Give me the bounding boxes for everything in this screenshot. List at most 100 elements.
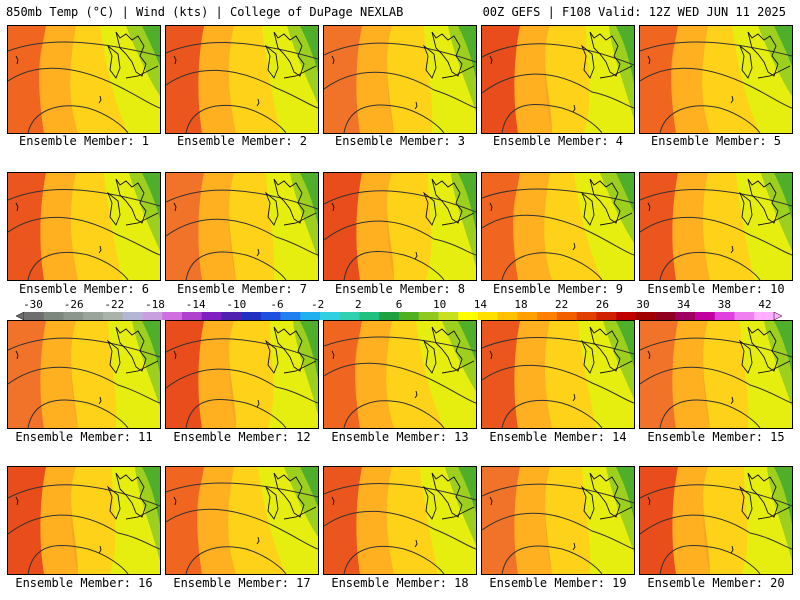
colorbar-swatch (260, 312, 281, 320)
colorbar-tick-label: 30 (636, 298, 650, 311)
temperature-map (324, 173, 476, 280)
ensemble-panel (323, 172, 477, 281)
colorbar-swatch (517, 312, 538, 320)
colorbar-swatch (537, 312, 558, 320)
temperature-map (482, 467, 634, 574)
colorbar-swatch (556, 312, 577, 320)
colorbar-tick-label: 38 (717, 298, 731, 311)
ensemble-member-label: Ensemble Member: 8 (334, 282, 466, 296)
colorbar-tick-label: -2 (311, 298, 325, 311)
colorbar-swatch (181, 312, 202, 320)
ensemble-panel (323, 25, 477, 134)
colorbar-tick-label: -18 (145, 298, 165, 311)
colorbar-swatch (714, 312, 735, 320)
temperature-map (640, 467, 792, 574)
ensemble-panel (323, 320, 477, 429)
colorbar-swatch (576, 312, 597, 320)
temperature-map (166, 321, 318, 428)
ensemble-panel (639, 466, 793, 575)
colorbar-swatch (300, 312, 321, 320)
ensemble-panel (7, 320, 161, 429)
ensemble-panel (165, 320, 319, 429)
colorbar-tick-label: 10 (433, 298, 447, 311)
ensemble-member-label: Ensemble Member: 11 (15, 430, 153, 444)
colorbar-swatch (320, 312, 341, 320)
colorbar-tick-label: -26 (63, 298, 84, 311)
ensemble-member-label: Ensemble Member: 18 (331, 576, 469, 590)
ensemble-member-label: Ensemble Member: 17 (173, 576, 311, 590)
ensemble-panel (165, 466, 319, 575)
ensemble-panel (481, 466, 635, 575)
colorbar-swatch (280, 312, 301, 320)
temperature-map (324, 321, 476, 428)
ensemble-member-label: Ensemble Member: 2 (176, 134, 308, 148)
colorbar-swatch (477, 312, 498, 320)
ensemble-member-label: Ensemble Member: 6 (18, 282, 150, 296)
temperature-map (8, 173, 160, 280)
colorbar-swatch (142, 312, 163, 320)
ensemble-member-label: Ensemble Member: 19 (489, 576, 627, 590)
colorbar-swatch (458, 312, 479, 320)
ensemble-panel (7, 172, 161, 281)
ensemble-panel (7, 25, 161, 134)
product-title: 850mb Temp (°C) | Wind (kts) | College o… (6, 5, 404, 19)
colorbar-tick-label: 6 (395, 298, 403, 311)
temperature-map (8, 467, 160, 574)
colorbar-tick-label: -6 (270, 298, 284, 311)
ensemble-panel (165, 25, 319, 134)
colorbar-swatch (418, 312, 439, 320)
ensemble-panel (323, 466, 477, 575)
temperature-map (166, 173, 318, 280)
colorbar-tick-label: -22 (104, 298, 125, 311)
colorbar-tick-label: 2 (355, 298, 362, 311)
colorbar-swatch (359, 312, 380, 320)
temperature-map (166, 26, 318, 133)
colorbar-swatch (24, 312, 45, 320)
temperature-map (640, 173, 792, 280)
colorbar-swatch (379, 312, 400, 320)
ensemble-panel (639, 25, 793, 134)
colorbar-swatch (438, 312, 459, 320)
colorbar-swatch (241, 312, 262, 320)
ensemble-panel (7, 466, 161, 575)
temperature-map (640, 26, 792, 133)
temperature-map (482, 26, 634, 133)
colorbar-swatch (122, 312, 143, 320)
temperature-map (324, 467, 476, 574)
temperature-map (482, 321, 634, 428)
ensemble-panel (481, 25, 635, 134)
temperature-map (8, 26, 160, 133)
colorbar-swatch (754, 312, 775, 320)
ensemble-member-label: Ensemble Member: 7 (176, 282, 308, 296)
colorbar-arrow-left (16, 312, 25, 320)
ensemble-member-label: Ensemble Member: 13 (331, 430, 469, 444)
colorbar-tick-label: 18 (514, 298, 528, 311)
ensemble-panel (481, 172, 635, 281)
colorbar-swatch (497, 312, 518, 320)
valid-time: 00Z GEFS | F108 Valid: 12Z WED JUN 11 20… (482, 5, 786, 19)
colorbar-tick-label: 34 (677, 298, 691, 311)
colorbar-swatch (655, 312, 676, 320)
colorbar-swatch (162, 312, 183, 320)
ensemble-member-label: Ensemble Member: 10 (647, 282, 785, 296)
ensemble-member-label: Ensemble Member: 16 (15, 576, 153, 590)
ensemble-panel (165, 172, 319, 281)
temperature-map (482, 173, 634, 280)
ensemble-member-label: Ensemble Member: 20 (647, 576, 785, 590)
colorbar-arrow-right (773, 312, 782, 320)
colorbar-swatch (734, 312, 755, 320)
colorbar-swatch (399, 312, 420, 320)
colorbar-swatch (102, 312, 123, 320)
temperature-map (324, 26, 476, 133)
colorbar-swatch (339, 312, 360, 320)
temperature-map (166, 467, 318, 574)
temperature-map (640, 321, 792, 428)
colorbar-swatch (43, 312, 64, 320)
ensemble-member-label: Ensemble Member: 5 (650, 134, 782, 148)
colorbar-swatch (675, 312, 696, 320)
colorbar-tick-label: -30 (23, 298, 43, 311)
colorbar-swatch (616, 312, 637, 320)
ensemble-panel (481, 320, 635, 429)
temperature-map (8, 321, 160, 428)
colorbar-tick-label: 42 (758, 298, 772, 311)
